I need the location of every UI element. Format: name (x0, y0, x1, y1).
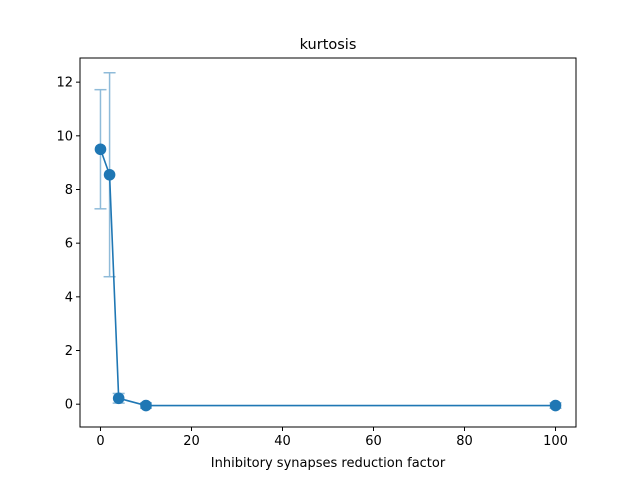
plot-background (80, 58, 576, 427)
x-axis-label: Inhibitory synapses reduction factor (211, 456, 446, 471)
y-tick-label: 0 (65, 398, 73, 413)
data-point-marker (140, 399, 152, 412)
y-tick-label: 8 (65, 183, 73, 198)
x-tick-label: 40 (274, 434, 291, 449)
marker-group (94, 143, 562, 412)
data-point-marker (94, 143, 107, 156)
y-tick-label: 6 (65, 237, 73, 252)
x-tick-label: 20 (183, 434, 200, 449)
y-tick-label: 12 (56, 76, 73, 91)
y-tick-label: 10 (56, 129, 73, 144)
x-axis-ticks: 0 20 40 60 80 100 (96, 427, 568, 449)
x-tick-label: 80 (456, 434, 473, 449)
x-tick-label: 0 (96, 434, 104, 449)
x-tick-label: 100 (543, 434, 568, 449)
chart-title: kurtosis (300, 37, 357, 53)
y-tick-label: 4 (65, 290, 73, 305)
data-point-marker (549, 399, 562, 412)
y-tick-label: 2 (65, 344, 73, 359)
plot-frame (79, 57, 577, 428)
x-tick-label: 60 (365, 434, 382, 449)
y-axis-ticks: 0 2 4 6 8 10 12 (56, 76, 80, 413)
data-point-marker (103, 168, 116, 181)
data-point-marker (112, 392, 125, 405)
